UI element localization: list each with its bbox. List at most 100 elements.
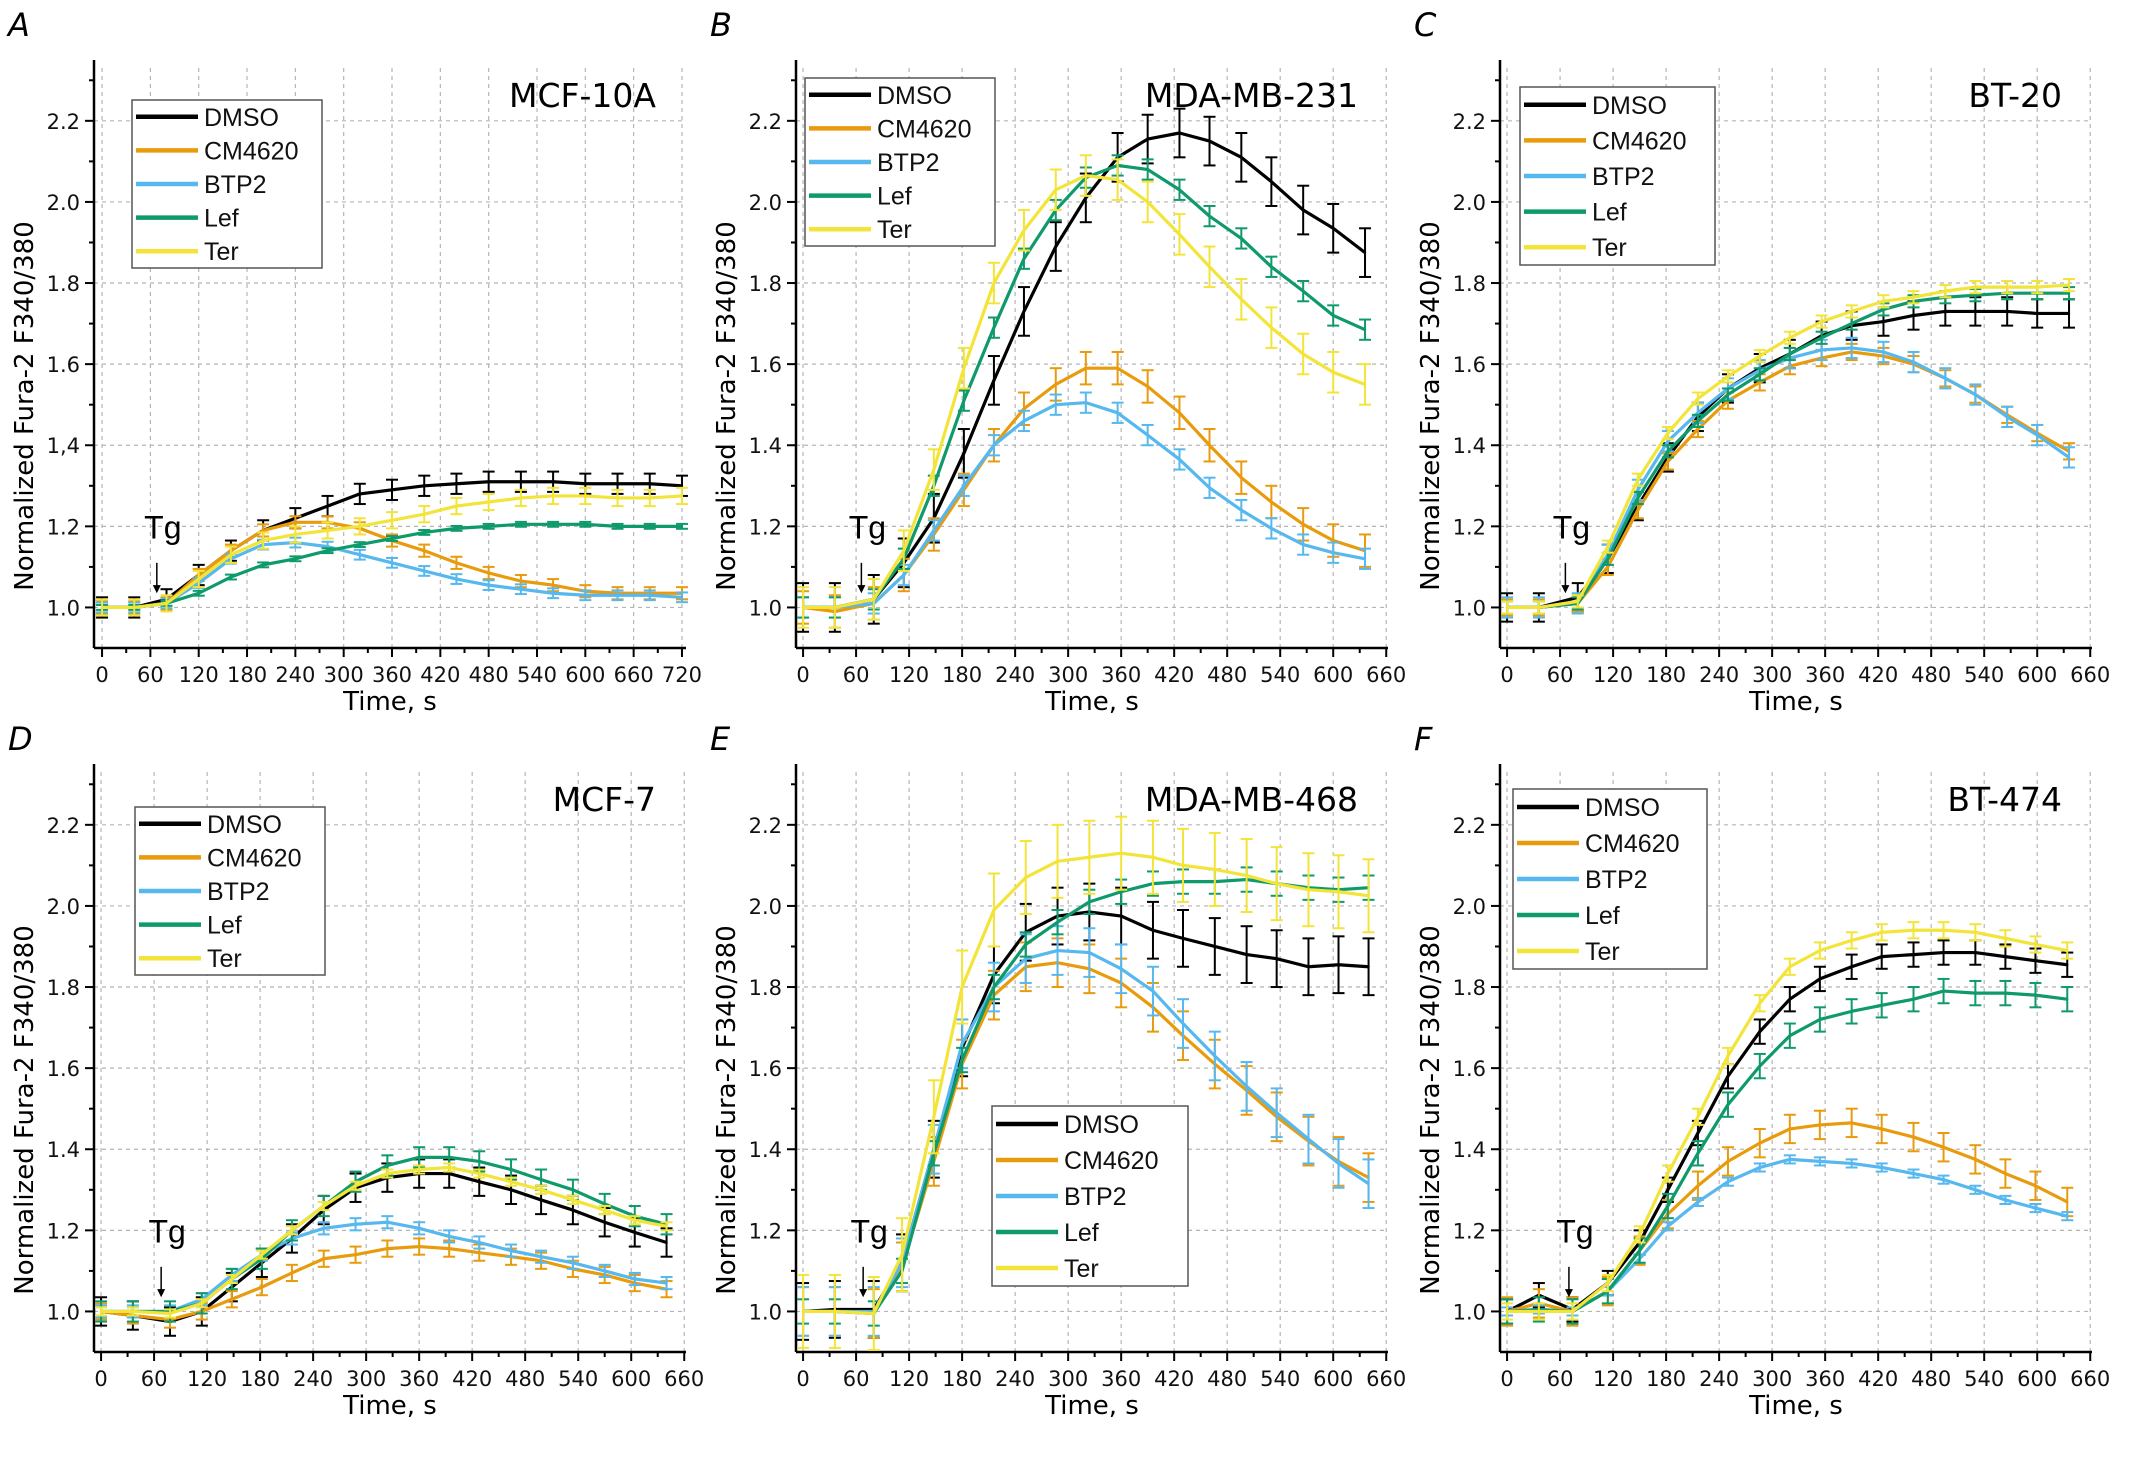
- data-point: [1084, 366, 1088, 370]
- panel-letter: B: [710, 6, 732, 44]
- data-point: [1974, 294, 1977, 297]
- data-point: [2004, 1172, 2007, 1175]
- legend-label-btp2: BTP2: [1592, 163, 1655, 191]
- data-point: [390, 488, 394, 492]
- data-point: [962, 452, 966, 455]
- series-ter: [1501, 277, 2076, 615]
- data-point: [1240, 237, 1243, 240]
- x-tick-label: 60: [137, 663, 164, 687]
- legend-label-dmso: DMSO: [1592, 92, 1667, 120]
- data-point: [1666, 1188, 1670, 1191]
- data-point: [1696, 427, 1700, 431]
- data-point: [680, 596, 684, 599]
- data-point: [2004, 1198, 2007, 1202]
- y-tick-label: 1.8: [1453, 272, 1486, 296]
- data-point: [1022, 419, 1026, 423]
- data-point: [1056, 860, 1059, 863]
- x-tick-label: 600: [1313, 1367, 1353, 1391]
- data-point: [1275, 957, 1278, 960]
- data-point: [680, 494, 684, 498]
- chart-svg: 1.0 1.2 1.4 1.6 1.8 2.0 2.2 0 60 120 180 240 300 360 4…: [8, 720, 704, 1421]
- x-tick-label: 420: [1154, 1367, 1194, 1391]
- data-point: [487, 525, 490, 528]
- x-tick-label: 0: [796, 1367, 809, 1391]
- panel-letter: C: [1414, 6, 1437, 44]
- data-point: [1942, 1146, 1945, 1149]
- y-tick-label: 1.2: [1453, 515, 1486, 539]
- data-point: [386, 1172, 389, 1175]
- tg-annotation-label: Tg: [144, 510, 181, 546]
- data-point: [1942, 929, 1945, 932]
- data-point: [1146, 137, 1149, 141]
- tg-arrowhead-icon: [1561, 585, 1570, 594]
- data-point: [509, 1168, 513, 1171]
- legend-label-dmso: DMSO: [204, 104, 279, 132]
- data-point: [1151, 856, 1155, 859]
- tg-arrowhead-icon: [157, 1289, 166, 1298]
- data-point: [448, 1156, 451, 1159]
- data-point: [584, 523, 587, 526]
- x-tick-label: 240: [275, 663, 315, 687]
- data-point: [2067, 291, 2071, 295]
- x-tick-label: 180: [240, 1367, 280, 1391]
- cell-line-title: MCF-7: [553, 780, 656, 819]
- data-point: [2034, 943, 2037, 946]
- data-point: [487, 583, 490, 587]
- data-point: [902, 549, 905, 552]
- data-point: [417, 1245, 421, 1248]
- data-point: [519, 480, 523, 483]
- legend-label-lef: Lef: [1592, 199, 1627, 227]
- data-point: [962, 484, 966, 487]
- data-point: [417, 1168, 421, 1171]
- data-point: [509, 1249, 513, 1252]
- series-line-lef: [101, 1155, 667, 1314]
- data-point: [1974, 1158, 1977, 1161]
- data-point: [1088, 856, 1091, 859]
- data-point: [551, 583, 555, 587]
- series-ter: [1501, 921, 2074, 1321]
- x-tick-label: 120: [1593, 1367, 1633, 1391]
- data-point: [230, 1298, 234, 1301]
- x-tick-label: 720: [662, 663, 702, 687]
- data-point: [448, 1235, 451, 1238]
- data-point: [423, 512, 426, 516]
- data-point: [1301, 289, 1305, 293]
- x-tick-label: 660: [1366, 1367, 1406, 1391]
- data-point: [1942, 1178, 1945, 1181]
- data-point: [1850, 346, 1853, 350]
- data-point: [1944, 377, 1947, 380]
- data-point: [390, 561, 394, 565]
- legend-label-dmso: DMSO: [1585, 794, 1660, 822]
- data-point: [2034, 1184, 2037, 1187]
- x-tick-label: 240: [1699, 663, 1739, 687]
- x-tick-label: 660: [614, 663, 654, 687]
- data-point: [326, 529, 329, 532]
- y-tick-label: 2.2: [1453, 814, 1486, 838]
- data-point: [448, 1166, 451, 1169]
- y-tick-label: 1,4: [47, 434, 80, 458]
- data-point: [1022, 257, 1026, 260]
- x-tick-label: 420: [420, 663, 460, 687]
- data-point: [455, 577, 458, 581]
- y-tick-label: 2.2: [47, 814, 80, 838]
- data-point: [200, 1302, 203, 1305]
- data-point: [1245, 953, 1248, 956]
- x-tick-label: 540: [1964, 663, 2004, 687]
- x-tick-label: 540: [1964, 1367, 2004, 1391]
- data-point: [1818, 1123, 1822, 1127]
- data-point: [290, 1271, 294, 1275]
- legend-label-btp2: BTP2: [204, 171, 267, 199]
- data-point: [478, 1251, 481, 1254]
- data-point: [1726, 393, 1730, 396]
- x-tick-label: 120: [179, 663, 219, 687]
- data-point: [1912, 360, 1915, 364]
- series-lef: [95, 1146, 673, 1323]
- data-point: [1912, 1172, 1915, 1175]
- x-tick-label: 360: [1805, 1367, 1845, 1391]
- data-point: [165, 602, 168, 605]
- data-point: [1505, 1310, 1509, 1313]
- x-tick-label: 480: [469, 663, 509, 687]
- data-point: [1146, 433, 1149, 437]
- data-point: [448, 1247, 451, 1250]
- y-tick-label: 1.0: [47, 1300, 80, 1324]
